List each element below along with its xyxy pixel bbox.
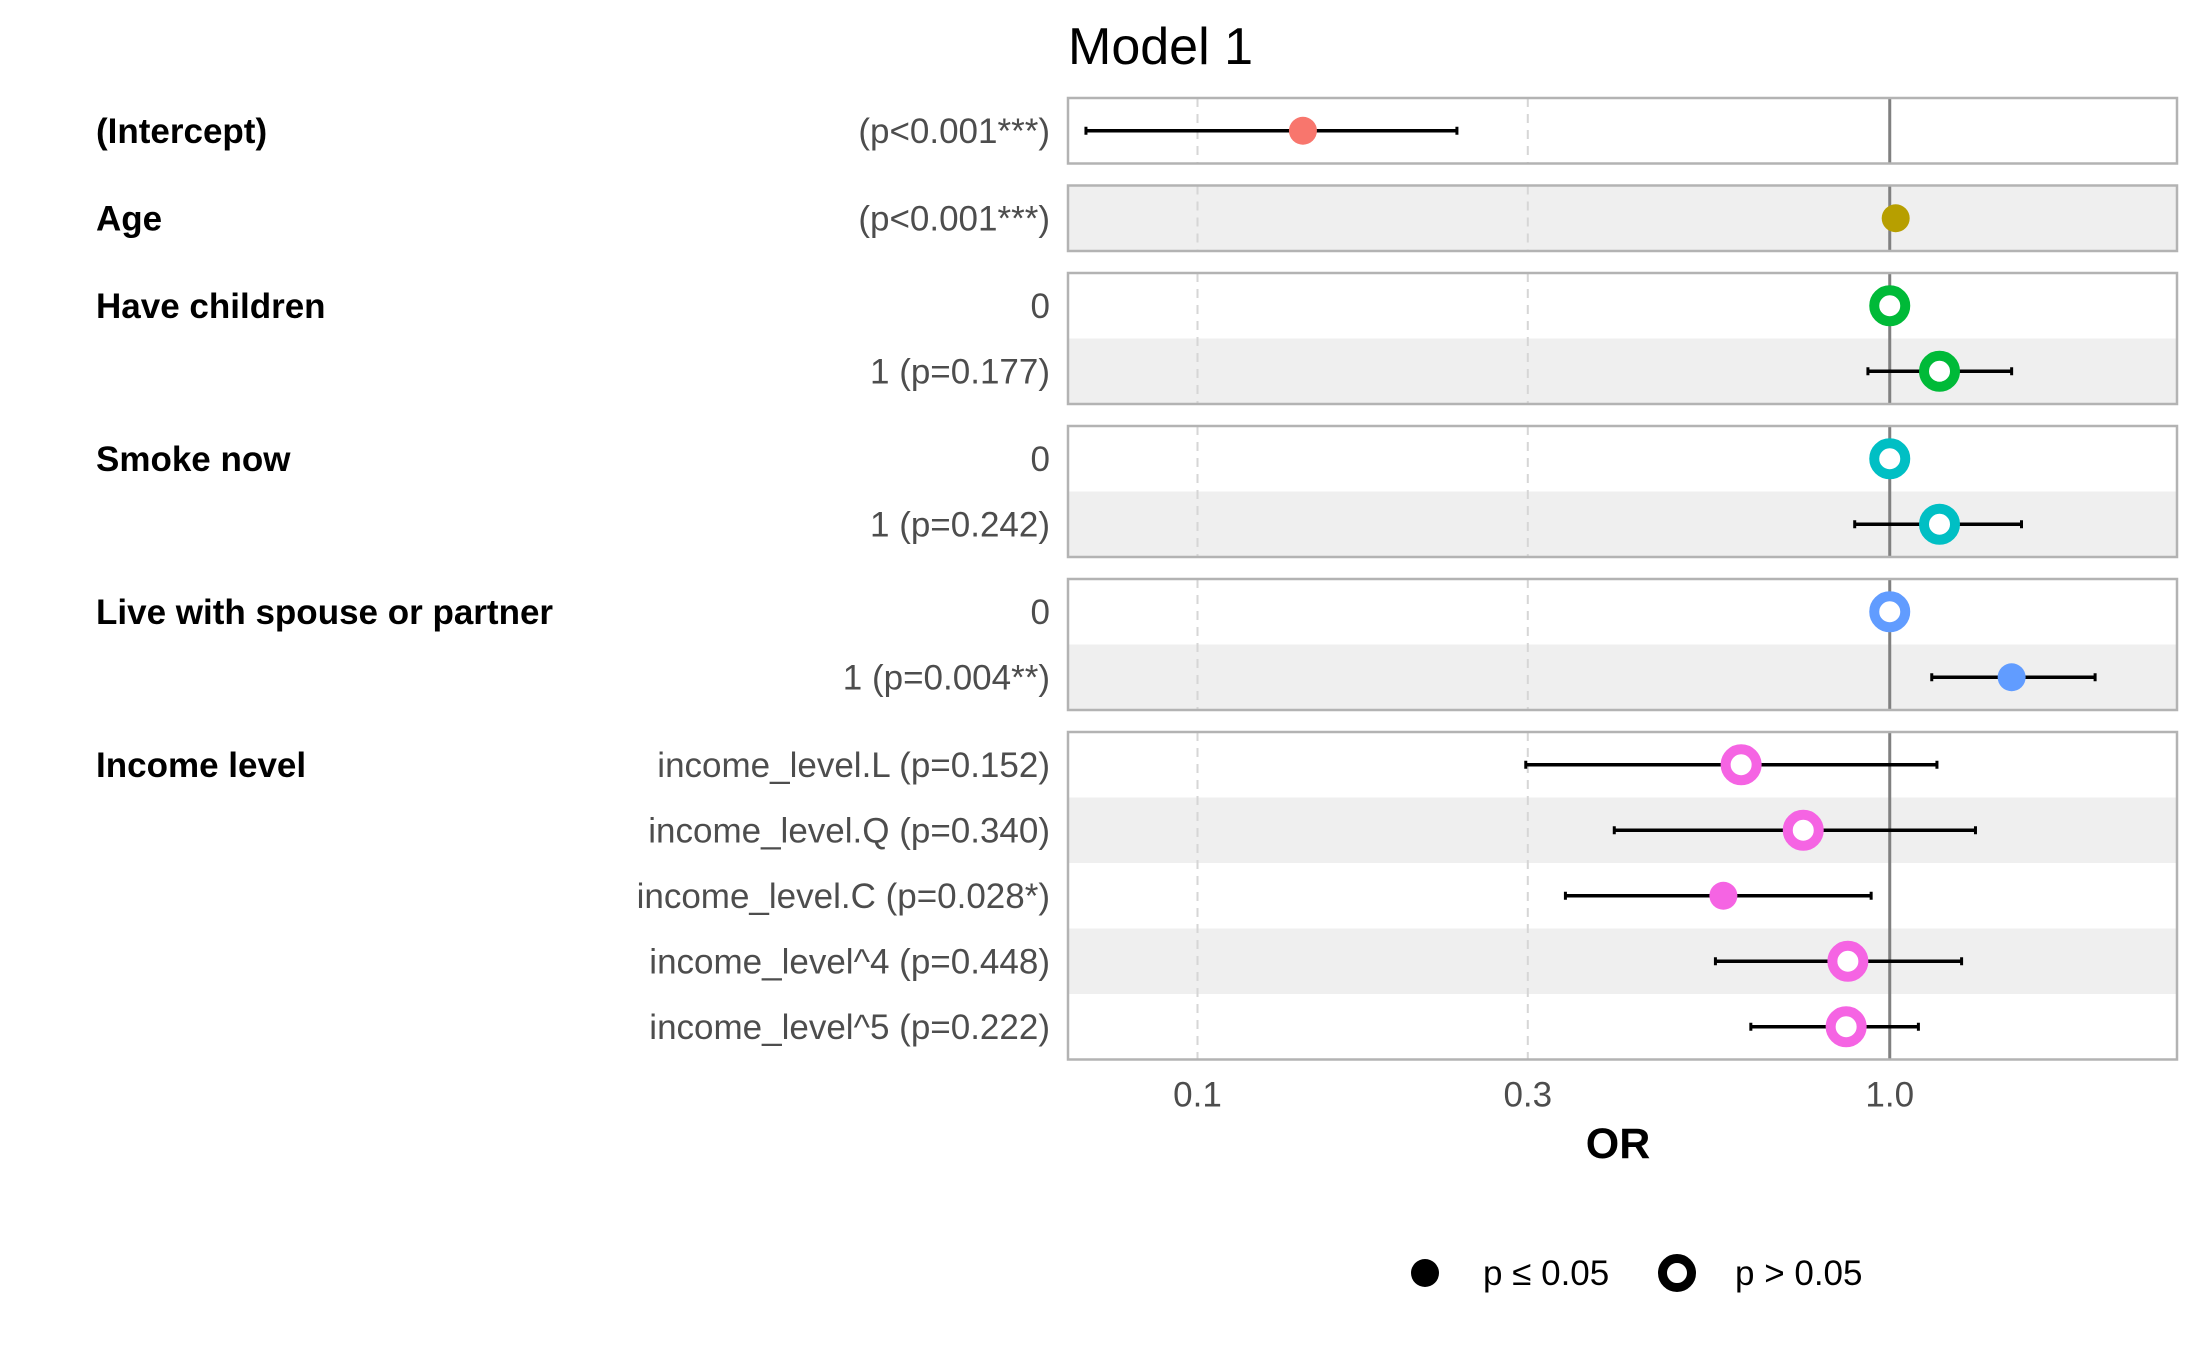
point-estimate — [1825, 1006, 1867, 1048]
point-estimate — [1919, 350, 1961, 392]
panel-2 — [1066, 271, 2179, 406]
panel-0 — [1066, 96, 2179, 165]
variable-label: Age — [96, 199, 162, 238]
variable-label: Have children — [96, 287, 326, 326]
variable-label: Income level — [96, 746, 306, 785]
panel-border — [1066, 184, 2179, 253]
legend-label: p ≤ 0.05 — [1483, 1254, 1609, 1293]
panel-border — [1066, 424, 2179, 559]
level-label: income_level.L (p=0.152) — [657, 746, 1050, 785]
panel-border — [1066, 730, 2179, 1061]
panel-4 — [1066, 577, 2179, 712]
variable-label: Live with spouse or partner — [96, 593, 553, 632]
level-label: 1 (p=0.242) — [870, 505, 1050, 544]
panel-border — [1066, 96, 2179, 165]
point-estimate — [1869, 438, 1911, 480]
point-estimate — [1881, 204, 1910, 233]
panel-border — [1066, 577, 2179, 712]
point-estimate — [1919, 503, 1961, 545]
level-label: 0 — [1031, 287, 1050, 326]
x-tick-label: 0.3 — [1503, 1076, 1552, 1115]
row-labels-layer: (Intercept) (p<0.001***) Age (p<0.001***) Ha… — [96, 112, 1050, 1047]
x-tick-label: 0.1 — [1173, 1076, 1222, 1115]
variable-label: Smoke now — [96, 440, 291, 479]
panel-5 — [1066, 730, 2179, 1061]
level-label: 1 (p=0.004**) — [843, 658, 1050, 697]
x-axis-ticks: 0.1 0.3 1.0 — [1173, 1076, 1914, 1115]
legend-key-filled — [1411, 1259, 1439, 1287]
point-estimate — [1869, 285, 1911, 327]
row-band — [1068, 185, 2177, 251]
panel-1 — [1066, 184, 2179, 253]
legend-key-hollow — [1658, 1254, 1696, 1292]
row-band — [1068, 928, 2177, 994]
panels-layer — [1066, 96, 2179, 1061]
point-estimate — [1288, 116, 1317, 145]
point-estimate — [1827, 940, 1869, 982]
chart-title: Model 1 — [1068, 18, 1253, 76]
panel-border — [1066, 271, 2179, 406]
level-label: 0 — [1031, 440, 1050, 479]
x-tick-label: 1.0 — [1865, 1076, 1914, 1115]
level-label: (p<0.001***) — [858, 199, 1050, 238]
x-axis-title: OR — [1586, 1120, 1651, 1168]
variable-label: (Intercept) — [96, 112, 267, 151]
level-label: (p<0.001***) — [858, 112, 1050, 151]
legend-label: p > 0.05 — [1735, 1254, 1862, 1293]
point-estimate — [1997, 663, 2026, 692]
point-estimate — [1709, 881, 1738, 910]
point-estimate — [1869, 591, 1911, 633]
point-estimate — [1720, 744, 1762, 786]
level-label: 1 (p=0.177) — [870, 352, 1050, 391]
panel-3 — [1066, 424, 2179, 559]
point-estimate — [1782, 809, 1824, 851]
level-label: income_level^4 (p=0.448) — [649, 942, 1050, 981]
level-label: income_level^5 (p=0.222) — [649, 1008, 1050, 1047]
legend: p ≤ 0.05 p > 0.05 — [1411, 1254, 1862, 1293]
level-label: income_level.C (p=0.028*) — [637, 877, 1050, 916]
level-label: income_level.Q (p=0.340) — [648, 811, 1050, 850]
level-label: 0 — [1031, 593, 1050, 632]
